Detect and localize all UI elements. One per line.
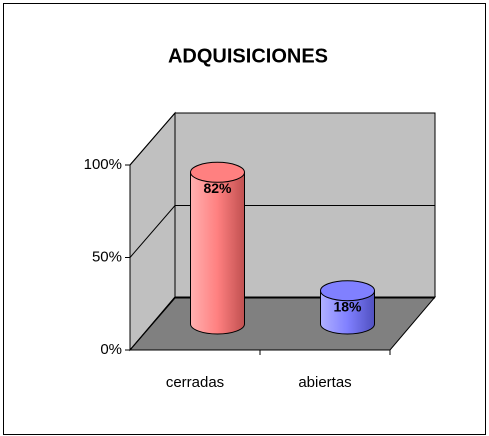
bar-top	[190, 161, 245, 183]
x-tick-label: cerradas	[166, 374, 224, 391]
value-label: 82%	[203, 180, 232, 196]
bar	[190, 171, 245, 335]
value-label: 18%	[333, 298, 362, 314]
chart-title: ADQUISICIONES	[168, 45, 328, 67]
bar-top	[320, 280, 375, 302]
bar	[320, 290, 375, 335]
y-tick-label: 50%	[92, 248, 122, 265]
grid-line	[129, 112, 435, 166]
y-tick-label: 0%	[100, 341, 122, 358]
floor	[128, 296, 437, 351]
grid-line	[129, 205, 435, 258]
y-tick-label: 100%	[84, 156, 122, 173]
x-tick-label: abiertas	[298, 374, 351, 391]
